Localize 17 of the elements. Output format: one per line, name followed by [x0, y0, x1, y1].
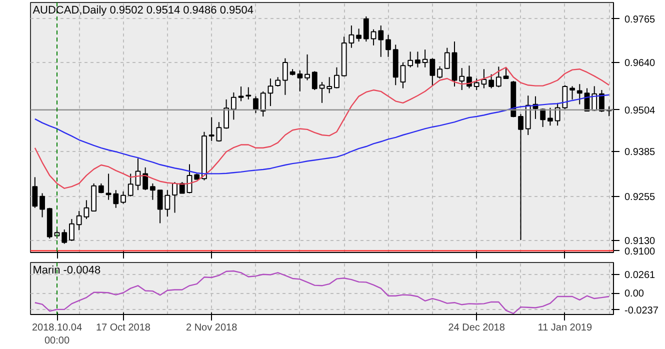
x-tick-label: 11 Jan 2019	[538, 322, 593, 334]
y-tick-label: 0.9640	[624, 58, 656, 69]
y-tick-label: 0.00	[624, 288, 644, 300]
x-tick-label: 17 Oct 2018	[96, 322, 151, 334]
chart-title: Marin -0.0048	[32, 264, 101, 276]
y-tick-label: -0.0237	[624, 305, 659, 316]
x-tick-label: 2018.10.04 00:00	[32, 322, 82, 347]
y-tick-label: 0.9385	[624, 146, 656, 158]
y-tick-label: 0.9765	[624, 14, 656, 26]
y-tick-label: 0.9130	[624, 236, 656, 247]
x-tick-label: 24 Dec 2018	[448, 322, 506, 334]
x-tick-label: 2 Nov 2018	[186, 322, 238, 334]
y-tick-label: 0.9255	[624, 192, 656, 204]
ref-line-label: 0.9100	[624, 246, 656, 258]
chart-title: AUDCAD,Daily 0.9502 0.9514 0.9486 0.9504	[32, 4, 254, 16]
ref-line-label: 0.9504	[624, 105, 656, 116]
y-tick-label: 0.0261	[624, 270, 656, 282]
